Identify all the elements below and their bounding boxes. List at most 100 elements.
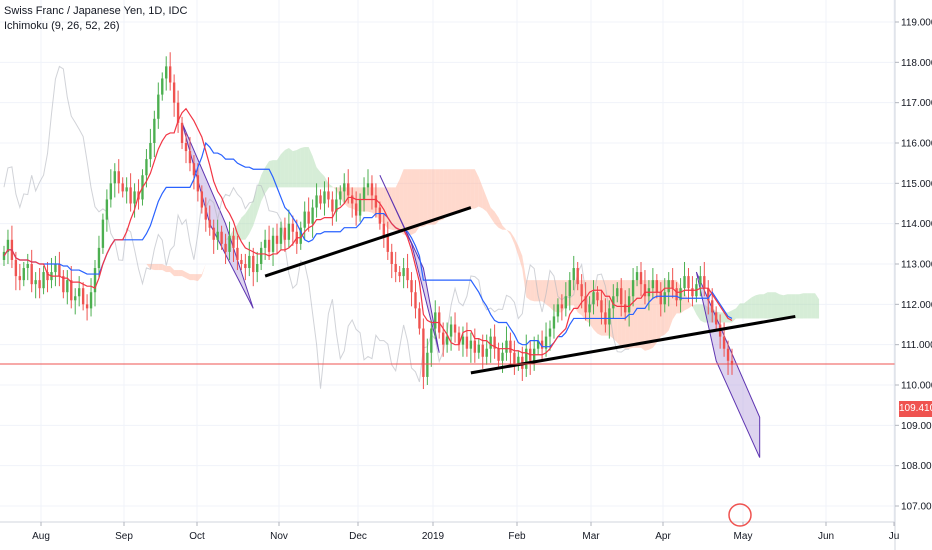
candle-body (465, 336, 469, 349)
candle-body (149, 143, 152, 160)
candle-body (517, 356, 520, 365)
candle-body (449, 324, 453, 337)
cloud-segment (732, 308, 736, 323)
cloud-segment (550, 280, 554, 312)
cloud-segment (648, 280, 653, 350)
time-tick-label: Sep (115, 531, 133, 542)
candle-body (34, 280, 37, 285)
candle-body (703, 276, 706, 289)
cloud-segment (411, 169, 416, 235)
candle-body (639, 272, 643, 285)
cloud-segment (803, 293, 808, 319)
candle-body (564, 296, 568, 309)
candle-body (659, 292, 662, 305)
cloud-segment (633, 280, 638, 348)
time-axis[interactable]: Aug Sep Oct Nov Dec 2019 Feb Mar Apr May Jun Ju (0, 521, 899, 542)
candle-body (129, 187, 132, 204)
candle-body (70, 280, 73, 301)
candle-body (184, 143, 188, 152)
candle-body (631, 280, 635, 297)
price-tick-label: 109.000 (901, 421, 932, 432)
time-tick-label: Mar (582, 531, 600, 542)
cloud-segment (205, 253, 210, 264)
cloud-segment (237, 217, 242, 240)
candle-body (252, 255, 255, 273)
candle-body (200, 191, 204, 208)
candle-body (22, 268, 25, 281)
candle-body (477, 344, 480, 353)
candle-body (6, 239, 10, 252)
candle-body (608, 308, 611, 325)
candle-body (616, 288, 619, 297)
candle-body (30, 264, 33, 285)
lagging-span-line (3, 65, 630, 389)
candle-body (584, 296, 587, 313)
candle-body (556, 304, 560, 317)
candle-body (679, 288, 682, 301)
candle-body (707, 288, 710, 301)
candle-body (651, 280, 655, 289)
candle-body (386, 235, 389, 252)
candle-body (105, 199, 109, 220)
candle-body (548, 328, 552, 337)
candle-body (46, 272, 49, 281)
trendlines[interactable] (264, 206, 796, 375)
channel (379, 175, 440, 353)
candle-body (374, 195, 378, 208)
price-tick-label: 114.000 (901, 219, 932, 230)
cloud-segment (395, 179, 400, 231)
candle-body (263, 239, 267, 248)
candle-body (101, 219, 105, 248)
time-tick-label: Aug (32, 531, 50, 542)
candle-body (259, 247, 263, 264)
cloud-segment (498, 217, 503, 230)
lagging-span (3, 65, 630, 389)
channel (181, 122, 254, 309)
candle-body (62, 276, 65, 293)
candle-body (730, 360, 734, 365)
cloud-segment (557, 280, 562, 313)
candle-body (505, 340, 508, 353)
candle-body (461, 336, 465, 345)
candle-body (232, 235, 235, 248)
cloud-segment (130, 259, 135, 262)
candle-body (544, 336, 548, 349)
candle-body (509, 340, 512, 353)
price-axis[interactable]: 107.000 108.000 109.000 110.000 111.000 112.0… (894, 0, 932, 550)
cloud-segment (743, 300, 748, 319)
candle-body (536, 340, 540, 349)
candle-body (26, 264, 29, 269)
cloud-segment (423, 169, 428, 227)
cloud-segment (783, 294, 788, 319)
cloud-segment (146, 264, 151, 270)
candle-body (596, 292, 599, 301)
candle-body (414, 292, 417, 309)
candle-body (370, 183, 374, 196)
candle-body (121, 183, 124, 192)
candle-body (663, 292, 666, 305)
candle-body (588, 304, 591, 313)
candle-body (441, 332, 445, 345)
candle-body (327, 191, 330, 200)
cloud-segment (807, 293, 812, 319)
candle-body (568, 280, 571, 297)
cloud-segment (799, 293, 804, 319)
candle-body (572, 268, 575, 281)
candle-body (358, 199, 362, 216)
candle-body (434, 312, 437, 329)
candle-body (212, 227, 215, 240)
cloud-segment (700, 304, 705, 323)
cloud-segment (815, 293, 820, 319)
candle-body (54, 264, 57, 273)
candle-body (552, 316, 556, 329)
cloud-segment (245, 207, 250, 240)
cloud-segment (296, 148, 301, 188)
cloud-segment (383, 187, 388, 229)
cloud-segment (791, 294, 796, 319)
last-price-badge: 109.410 (899, 400, 932, 417)
cloud-segment (312, 156, 317, 188)
candle-body (362, 187, 366, 200)
candle-body (14, 259, 18, 277)
cloud-segment (324, 176, 329, 188)
